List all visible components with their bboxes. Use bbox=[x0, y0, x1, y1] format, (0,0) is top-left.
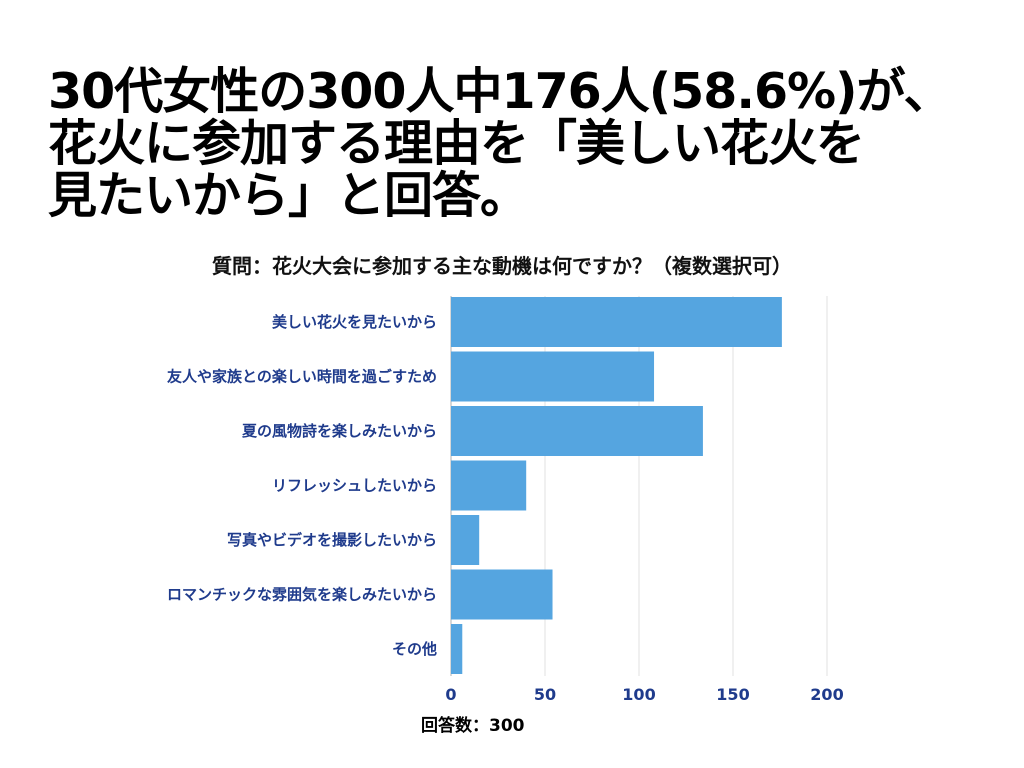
category-label: 美しい花火を見たいから bbox=[272, 313, 437, 331]
x-tick-label: 0 bbox=[445, 685, 456, 704]
bar bbox=[451, 460, 527, 511]
headline-line-2: 花火に参加する理由を「美しい花火を bbox=[48, 115, 865, 172]
x-tick-label: 50 bbox=[534, 685, 556, 704]
x-tick-label: 200 bbox=[810, 685, 843, 704]
bar bbox=[451, 297, 782, 347]
x-tick-label: 100 bbox=[622, 685, 655, 704]
category-label: 夏の風物詩を楽しみたいから bbox=[241, 422, 437, 440]
bar bbox=[451, 515, 480, 565]
bar bbox=[451, 351, 655, 402]
x-tick-labels: 0 50 100 150 200 bbox=[445, 685, 843, 704]
category-label: リフレッシュしたいから bbox=[272, 477, 437, 495]
bar bbox=[451, 569, 553, 620]
category-labels: 美しい花火を見たいから友人や家族との楽しい時間を過ごすため夏の風物詩を楽しみたい… bbox=[167, 313, 437, 658]
category-label: 友人や家族との楽しい時間を過ごすため bbox=[167, 368, 437, 386]
headline-line-1: 30代女性の300人中176人(58.6%)が、 bbox=[48, 63, 953, 120]
bar bbox=[451, 624, 463, 674]
category-label: その他 bbox=[392, 640, 437, 658]
headline-line-3: 見たいから」と回答。 bbox=[48, 167, 529, 224]
chart-title: 質問：花火大会に参加する主な動機は何ですか？（複数選択可） bbox=[212, 254, 792, 278]
x-tick-label: 150 bbox=[716, 685, 749, 704]
headline: 30代女性の300人中176人(58.6%)が、 花火に参加する理由を「美しい花… bbox=[48, 66, 1008, 222]
response-count: 回答数：300 bbox=[421, 716, 525, 736]
bars bbox=[451, 297, 782, 674]
category-label: ロマンチックな雰囲気を楽しみたいから bbox=[167, 586, 437, 604]
category-label: 写真やビデオを撮影したいから bbox=[227, 531, 437, 549]
bar bbox=[451, 406, 703, 456]
